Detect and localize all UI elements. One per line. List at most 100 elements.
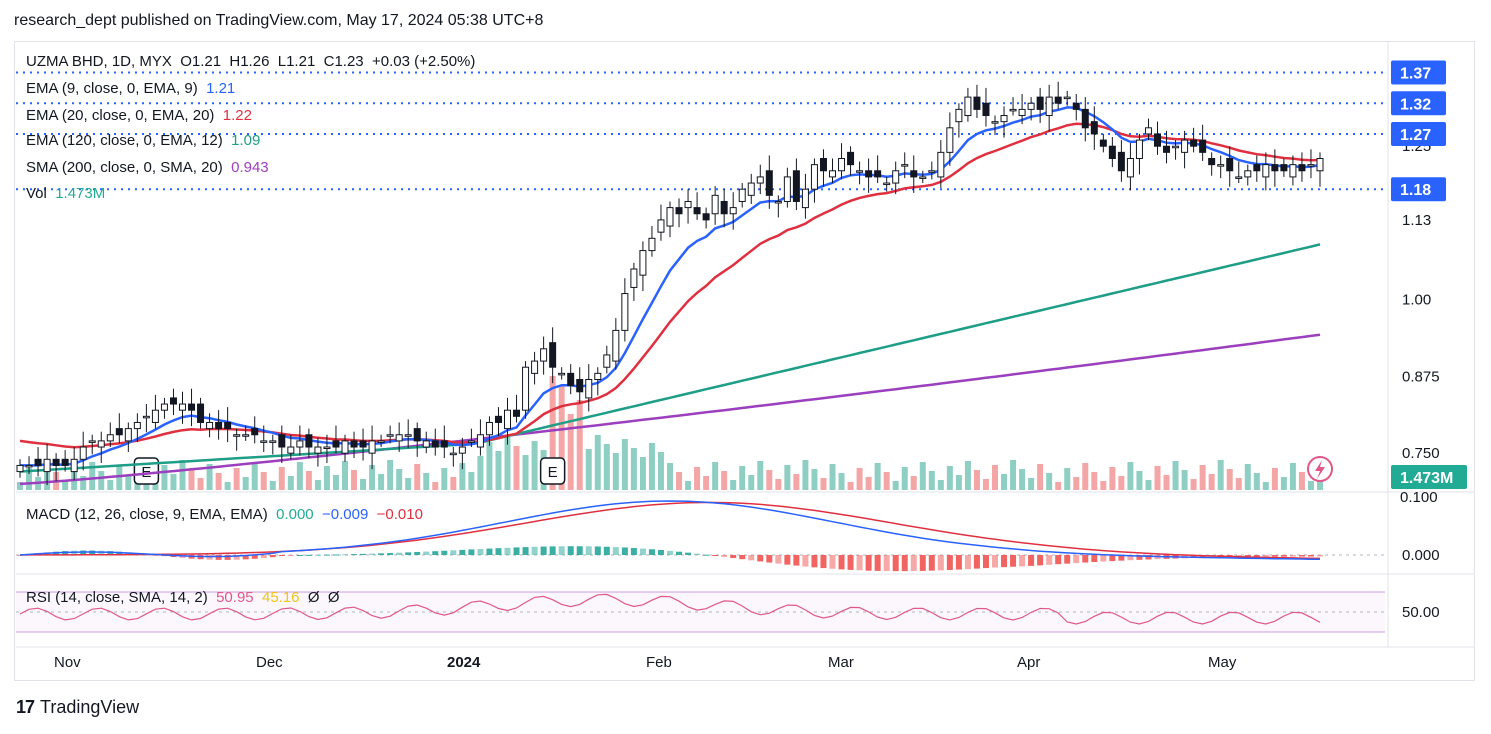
macd-histogram-bar [540,546,547,555]
volume-bar [992,465,998,490]
candle-body [422,440,430,448]
volume-bar [1271,468,1278,490]
candle-body [1271,164,1279,172]
macd-histogram-bar [459,549,466,555]
macd-histogram-bar [630,547,637,555]
candle-body [1009,108,1017,112]
macd-histogram-bar [612,547,619,555]
macd-histogram-bar [874,555,881,571]
candle-body [79,446,87,460]
volume-bar [694,467,701,490]
volume-bar [215,473,222,490]
macd-histogram-bar [531,546,538,555]
candle-body [61,458,69,466]
candle-body [1217,164,1225,167]
volume-bar [1307,481,1314,490]
volume-bar [477,456,484,490]
candle-body [440,440,448,448]
candle-body [1253,164,1261,172]
volume-bar [432,482,439,490]
macd-histogram-bar [648,549,655,555]
macd-histogram-bar [892,555,899,572]
ema9-line [20,106,1321,467]
candle-body [160,403,168,411]
macd-histogram-bar [305,554,312,556]
legend-sma200: SMA (200, close, 0, SMA, 20) 0.943 [26,159,269,176]
volume-bar [657,452,664,490]
volume-bar [26,468,33,490]
macd-histogram-bar [811,555,818,568]
candle-body [359,440,367,448]
volume-bar [206,464,213,490]
candle-body [242,434,250,437]
candle-body [892,170,900,184]
candle-body [847,151,855,166]
legend-vol: Vol 1.473M [26,185,105,202]
candle-body [188,403,196,411]
tradingview-brand[interactable]: 17 TradingView [16,697,139,718]
volume-bar [414,464,421,490]
legend-ema20-value: 1.22 [222,107,252,124]
candle-body [774,200,782,204]
volume-bar [748,475,755,490]
candle-body [151,409,159,423]
candle-body [621,293,629,331]
volume-bar [603,444,610,490]
macd-histogram-bar [784,555,791,565]
macd-histogram-bar [1317,555,1323,557]
volume-bar [1154,466,1161,490]
macd-histogram-bar [314,554,321,556]
volume-bar [1046,473,1053,490]
candle-body [404,434,412,437]
macd-histogram-bar [1028,555,1035,566]
candle-body [1036,96,1044,110]
candle-body [756,176,764,184]
macd-histogram-bar [739,555,746,560]
volume-bar [1217,460,1224,490]
volume-bar [423,473,430,490]
volume-bar [269,481,276,490]
candle-body [540,348,548,362]
volume-bar [1082,463,1089,490]
macd-histogram-bar [287,555,294,556]
macd-histogram-bar [964,555,971,570]
candle-body [531,360,539,374]
candle-body [52,458,60,466]
volume-bar [964,461,971,490]
volume-bar [107,480,114,490]
tradingview-logo-icon: 17 [16,697,35,717]
legend-ema9: EMA (9, close, 0, EMA, 9) 1.21 [26,80,235,97]
legend-sma200-label: SMA (200, close, 0, SMA, 20) [26,159,223,176]
candle-body [197,403,205,423]
earnings-marker [539,457,566,485]
macd-histogram-bar [378,553,385,555]
volume-bar [1028,478,1035,490]
macd-histogram-bar [296,554,303,556]
time-axis-label: Apr [1017,654,1040,671]
candle-body [97,440,105,448]
macd-histogram-bar [802,555,809,567]
volume-bar [116,466,123,490]
candle-body [504,409,511,430]
candle-body [829,170,836,178]
legend-ema20-label: EMA (20, close, 0, EMA, 20) [26,107,215,124]
volume-bar [224,482,231,490]
candle-body [702,213,710,221]
volume-bar [531,441,538,490]
candle-body [819,158,827,172]
macd-legend: MACD (12, 26, close, 9, EMA, EMA) 0.000 … [26,506,423,523]
macd-histogram-bar [1262,555,1269,557]
volume-bar [278,467,285,490]
candle-body [1135,139,1143,159]
volume-bar [1235,478,1242,490]
volume-bar [468,472,475,490]
volume-bar [125,475,132,490]
volume-bar [955,475,962,490]
macd-histogram-bar [946,555,953,570]
time-axis-label: Nov [54,654,81,671]
macd-histogram-bar [1055,555,1062,565]
candle-body [973,96,981,110]
volume-bar [387,460,394,490]
macd-histogram-bar [107,551,114,555]
